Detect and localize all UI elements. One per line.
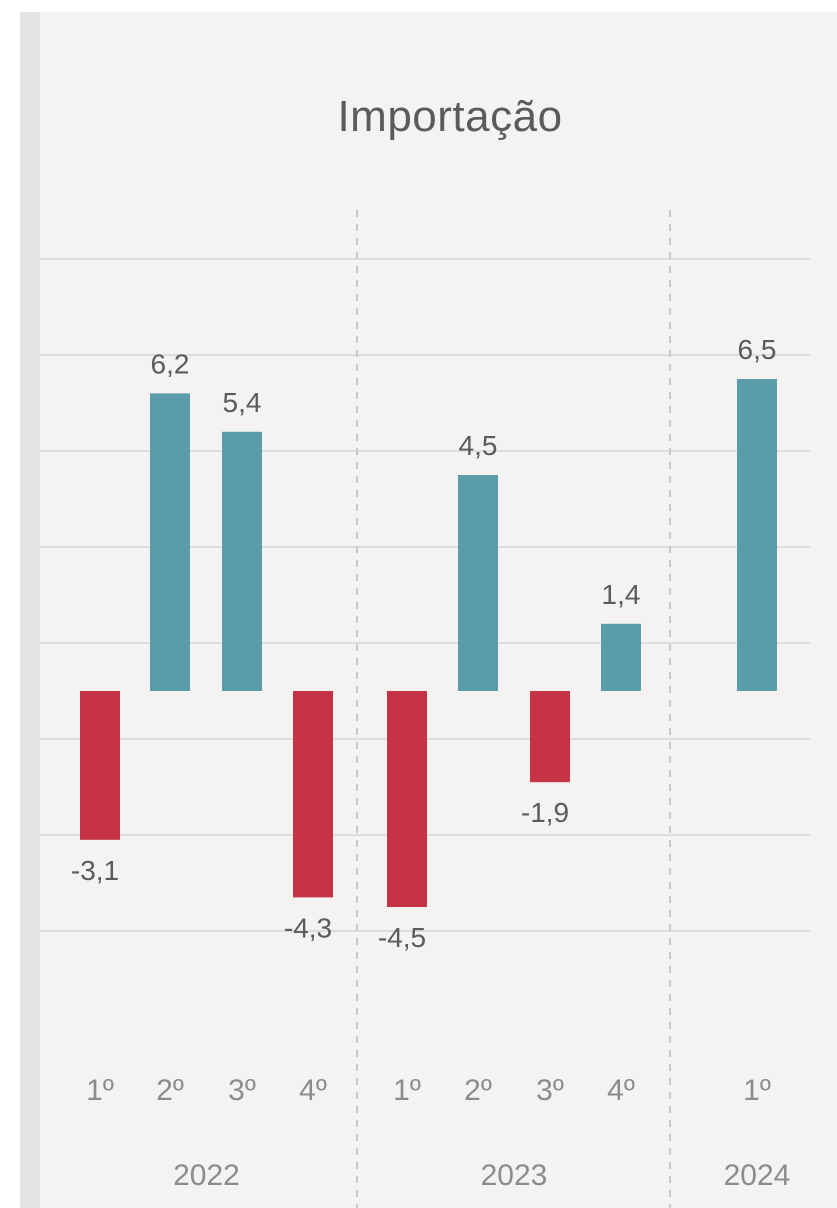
bar	[150, 393, 190, 691]
data-label: 4,5	[459, 430, 498, 461]
year-separators	[356, 210, 671, 1208]
data-label: 1,4	[602, 579, 641, 610]
data-label: -4,3	[284, 912, 332, 943]
bar	[387, 691, 427, 907]
x-tick-label: 1º	[86, 1074, 114, 1107]
x-tick-label: 1º	[743, 1074, 771, 1107]
x-tick-label: 3º	[228, 1074, 256, 1107]
x-tick-label: 1º	[393, 1074, 421, 1107]
bar	[458, 475, 498, 691]
year-label: 2024	[724, 1159, 791, 1192]
x-tick-label: 4º	[607, 1074, 635, 1107]
bar	[530, 691, 570, 783]
bar	[222, 431, 262, 691]
data-labels: -3,1 6,2 5,4 -4,3 -4,5 4,5 -1,9 1,4 6,5	[71, 334, 777, 953]
bar	[601, 623, 641, 691]
data-label: -4,5	[378, 922, 426, 953]
chart-title: Importação	[337, 92, 563, 141]
bar	[293, 691, 333, 898]
x-tick-label: 2º	[156, 1074, 184, 1107]
left-rule	[20, 12, 40, 1208]
bars	[80, 379, 777, 907]
data-label: -3,1	[71, 855, 119, 886]
x-tick-labels: 1º 2º 3º 4º 1º 2º 3º 4º 1º	[86, 1074, 771, 1107]
x-tick-label: 3º	[536, 1074, 564, 1107]
data-label: 6,2	[151, 348, 190, 379]
bar	[737, 379, 777, 691]
year-label: 2022	[173, 1159, 240, 1192]
top-band	[0, 0, 837, 12]
x-tick-label: 4º	[299, 1074, 327, 1107]
year-labels: 2022 2023 2024	[173, 1159, 790, 1192]
data-label: -1,9	[521, 797, 569, 828]
bar	[80, 691, 120, 840]
year-label: 2023	[481, 1159, 548, 1192]
data-label: 6,5	[738, 334, 777, 365]
x-tick-label: 2º	[464, 1074, 492, 1107]
data-label: 5,4	[223, 387, 262, 418]
